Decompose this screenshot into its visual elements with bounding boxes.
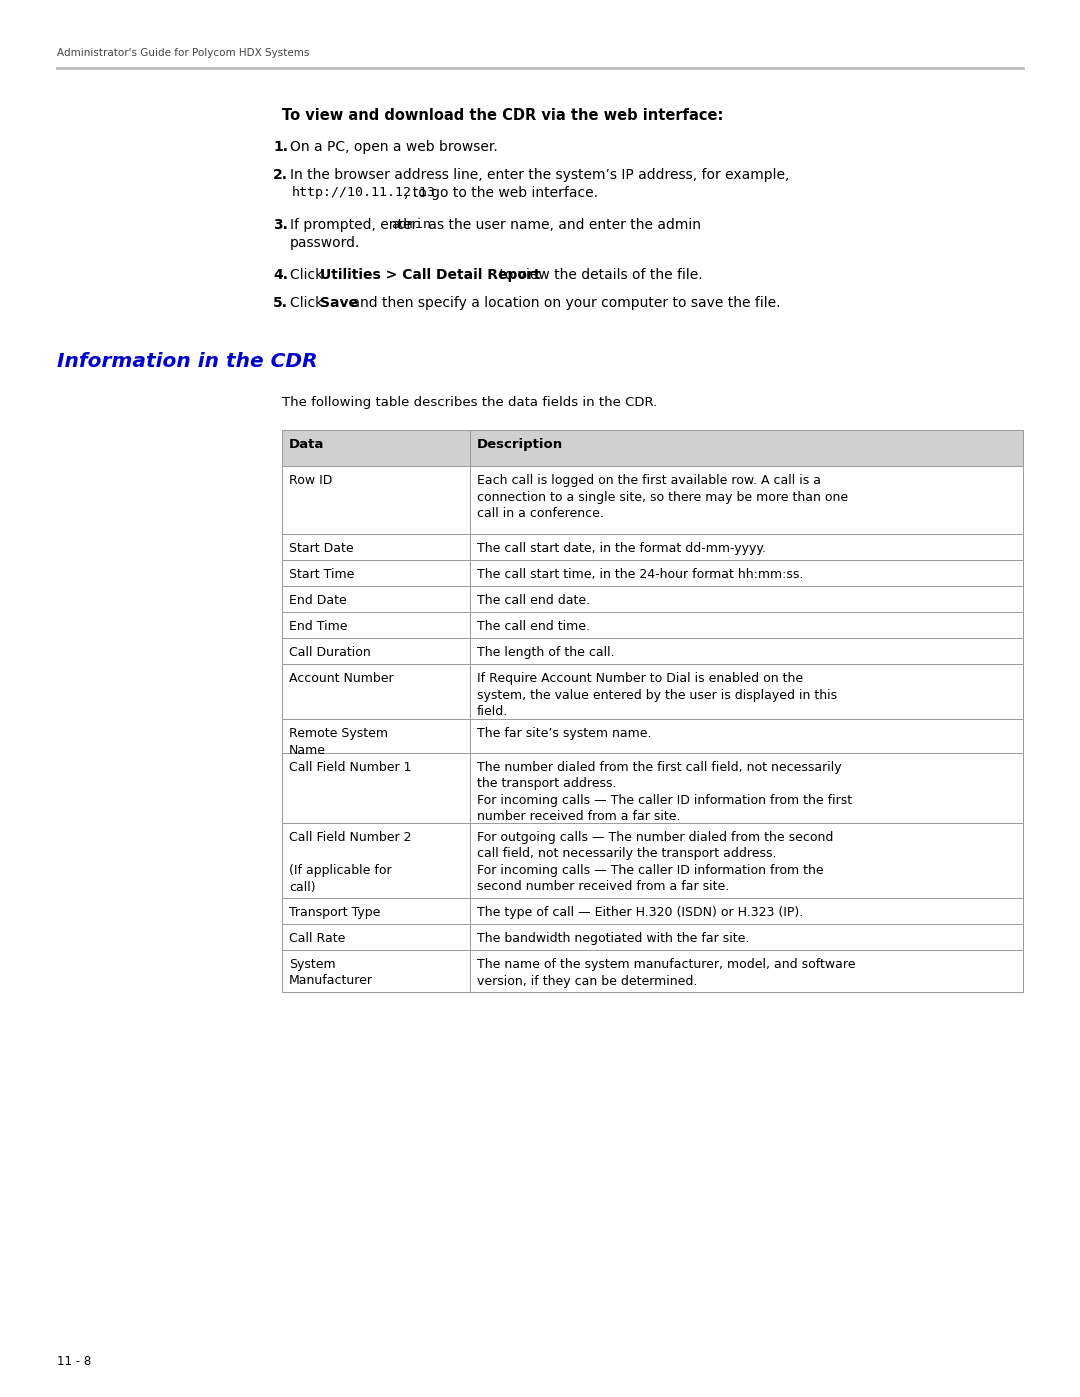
Text: Click: Click: [291, 268, 327, 282]
Bar: [470, 612, 1023, 638]
Bar: [282, 950, 470, 992]
Text: Information in the CDR: Information in the CDR: [57, 352, 318, 372]
Text: The number dialed from the first call field, not necessarily
the transport addre: The number dialed from the first call fi…: [477, 761, 852, 823]
Bar: [282, 719, 1023, 753]
Bar: [470, 534, 1023, 560]
Text: The call end time.: The call end time.: [477, 620, 590, 633]
Text: Utilities > Call Detail Report: Utilities > Call Detail Report: [320, 268, 540, 282]
Bar: [470, 950, 1023, 992]
Text: Call Duration: Call Duration: [289, 645, 370, 659]
Bar: [282, 467, 470, 534]
Bar: [282, 923, 1023, 950]
Text: Call Field Number 1: Call Field Number 1: [289, 761, 411, 774]
Text: , to go to the web interface.: , to go to the web interface.: [404, 186, 598, 200]
Bar: [282, 753, 470, 823]
Text: 1.: 1.: [273, 140, 288, 154]
Text: 11 - 8: 11 - 8: [57, 1355, 91, 1368]
Text: 2.: 2.: [273, 168, 288, 182]
Text: admin: admin: [391, 218, 431, 231]
Text: The call start date, in the format dd-mm-yyyy.: The call start date, in the format dd-mm…: [477, 542, 766, 555]
Text: http://10.11.12.13: http://10.11.12.13: [292, 186, 436, 198]
Text: Transport Type: Transport Type: [289, 907, 380, 919]
Bar: [470, 923, 1023, 950]
Text: Administrator's Guide for Polycom HDX Systems: Administrator's Guide for Polycom HDX Sy…: [57, 47, 309, 59]
Bar: [470, 430, 1023, 467]
Bar: [470, 898, 1023, 923]
Text: 4.: 4.: [273, 268, 288, 282]
Bar: [282, 719, 470, 753]
Text: If Require Account Number to Dial is enabled on the
system, the value entered by: If Require Account Number to Dial is ena…: [477, 672, 837, 718]
Bar: [470, 753, 1023, 823]
Text: The bandwidth negotiated with the far site.: The bandwidth negotiated with the far si…: [477, 932, 750, 944]
Text: as the user name, and enter the admin: as the user name, and enter the admin: [424, 218, 701, 232]
Bar: [282, 823, 1023, 898]
Text: On a PC, open a web browser.: On a PC, open a web browser.: [291, 140, 498, 154]
Bar: [282, 612, 470, 638]
Text: and then specify a location on your computer to save the file.: and then specify a location on your comp…: [347, 296, 781, 310]
Text: To view and download the CDR via the web interface:: To view and download the CDR via the web…: [282, 108, 724, 123]
Text: Call Rate: Call Rate: [289, 932, 346, 944]
Bar: [282, 612, 1023, 638]
Text: The call end date.: The call end date.: [477, 594, 590, 608]
Text: System
Manufacturer: System Manufacturer: [289, 958, 373, 988]
Text: The following table describes the data fields in the CDR.: The following table describes the data f…: [282, 395, 658, 409]
Text: The type of call — Either H.320 (ISDN) or H.323 (IP).: The type of call — Either H.320 (ISDN) o…: [477, 907, 804, 919]
Text: In the browser address line, enter the system’s IP address, for example,: In the browser address line, enter the s…: [291, 168, 789, 182]
Text: 3.: 3.: [273, 218, 288, 232]
Text: The far site’s system name.: The far site’s system name.: [477, 726, 651, 740]
Bar: [282, 534, 1023, 560]
Bar: [282, 585, 470, 612]
Bar: [282, 534, 470, 560]
Bar: [470, 823, 1023, 898]
Bar: [470, 638, 1023, 664]
Bar: [282, 430, 470, 467]
Text: to view the details of the file.: to view the details of the file.: [495, 268, 703, 282]
Text: Click: Click: [291, 296, 327, 310]
Text: Description: Description: [477, 439, 563, 451]
Text: password.: password.: [291, 236, 361, 250]
Bar: [282, 585, 1023, 612]
Text: The length of the call.: The length of the call.: [477, 645, 615, 659]
Text: End Date: End Date: [289, 594, 347, 608]
Bar: [282, 664, 470, 719]
Bar: [282, 638, 1023, 664]
Bar: [282, 560, 1023, 585]
Bar: [282, 753, 1023, 823]
Bar: [282, 923, 470, 950]
Bar: [282, 950, 1023, 992]
Text: Save: Save: [320, 296, 357, 310]
Bar: [282, 898, 1023, 923]
Bar: [470, 585, 1023, 612]
Text: Start Date: Start Date: [289, 542, 353, 555]
Bar: [282, 560, 470, 585]
Bar: [470, 664, 1023, 719]
Bar: [282, 430, 1023, 467]
Text: The name of the system manufacturer, model, and software
version, if they can be: The name of the system manufacturer, mod…: [477, 958, 855, 988]
Text: For outgoing calls — The number dialed from the second
call field, not necessari: For outgoing calls — The number dialed f…: [477, 831, 834, 894]
Bar: [282, 898, 470, 923]
Text: Start Time: Start Time: [289, 569, 354, 581]
Text: Row ID: Row ID: [289, 474, 333, 488]
Text: The call start time, in the 24-hour format hh:mm:ss.: The call start time, in the 24-hour form…: [477, 569, 804, 581]
Text: End Time: End Time: [289, 620, 348, 633]
Text: Each call is logged on the first available row. A call is a
connection to a sing: Each call is logged on the first availab…: [477, 474, 848, 520]
Text: Call Field Number 2

(If applicable for
call): Call Field Number 2 (If applicable for c…: [289, 831, 411, 894]
Bar: [470, 719, 1023, 753]
Text: Account Number: Account Number: [289, 672, 393, 685]
Text: Data: Data: [289, 439, 324, 451]
Text: 5.: 5.: [273, 296, 288, 310]
Bar: [282, 664, 1023, 719]
Text: Remote System
Name: Remote System Name: [289, 726, 388, 757]
Bar: [282, 467, 1023, 534]
Bar: [282, 638, 470, 664]
Bar: [470, 467, 1023, 534]
Bar: [282, 823, 470, 898]
Bar: [470, 560, 1023, 585]
Text: If prompted, enter: If prompted, enter: [291, 218, 421, 232]
